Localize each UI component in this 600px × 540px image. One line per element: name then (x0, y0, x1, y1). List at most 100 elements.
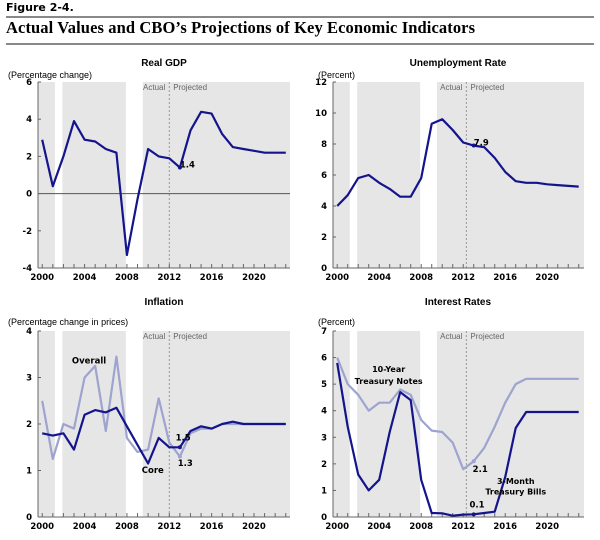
y-tick-label: -4 (23, 264, 33, 274)
y-tick-label: 7 (321, 327, 327, 337)
chart-title: Real GDP (141, 58, 187, 69)
annotation: 1.3 (178, 459, 193, 469)
data-point (471, 143, 476, 148)
x-tick-label: 2020 (535, 522, 559, 532)
x-tick-label: 2000 (325, 273, 349, 283)
x-tick-label: 2020 (535, 273, 559, 283)
annotation: 3-Month (497, 477, 535, 486)
chart-title: Inflation (145, 297, 184, 308)
chart-title: Interest Rates (425, 297, 492, 308)
x-tick-label: 2012 (157, 273, 181, 283)
annotation: 1.4 (180, 161, 195, 171)
recession-band (54, 82, 63, 268)
actual-label: Actual (143, 83, 165, 92)
y-tick-label: 4 (26, 115, 32, 125)
projected-label: Projected (173, 83, 207, 92)
y-tick-label: 6 (321, 171, 327, 181)
gdp-chart: Real GDP (Percentage change) Actual Project… (8, 58, 290, 283)
projected-label: Projected (470, 332, 504, 341)
y-tick-label: 10 (315, 109, 327, 119)
annotation: 10-Year (372, 365, 405, 374)
y-tick-label: 2 (321, 460, 327, 470)
x-tick-label: 2004 (73, 522, 97, 532)
recession-band (420, 331, 437, 517)
inflation-chart: Inflation (Percentage change in prices) Ac… (8, 297, 290, 532)
y-tick-label: 5 (321, 380, 327, 390)
x-tick-label: 2008 (409, 522, 433, 532)
x-tick-label: 2016 (200, 273, 224, 283)
y-tick-label: 0 (321, 264, 327, 274)
data-point (177, 165, 182, 170)
title-rule (6, 43, 594, 45)
actual-label: Actual (440, 332, 462, 341)
annotation: Core (142, 466, 164, 476)
figure-label: Figure 2-4. (6, 1, 74, 14)
x-tick-label: 2020 (242, 273, 266, 283)
x-tick-label: 2004 (367, 273, 391, 283)
x-tick-label: 2000 (30, 522, 54, 532)
x-tick-label: 2000 (30, 273, 54, 283)
y-tick-label: -2 (23, 227, 33, 237)
y-tick-label: 6 (321, 354, 327, 364)
y-tick-label: 2 (321, 233, 327, 243)
data-point (471, 459, 476, 464)
series-line-core (41, 406, 286, 465)
series-line-10-year-treasury-notes (336, 357, 579, 471)
y-tick-label: 0 (26, 190, 32, 200)
annotation: Treasury Bills (485, 487, 546, 496)
x-tick-label: 2008 (115, 273, 139, 283)
x-tick-label: 2016 (200, 522, 224, 532)
x-tick-label: 2008 (409, 273, 433, 283)
x-tick-label: 2000 (325, 522, 349, 532)
y-tick-label: 4 (26, 327, 32, 337)
y-tick-label: 4 (321, 202, 327, 212)
series-line-3-month-treasury-bills (336, 362, 579, 517)
actual-label: Actual (143, 332, 165, 341)
x-tick-label: 2004 (73, 273, 97, 283)
y-tick-label: 1 (321, 486, 327, 496)
projected-label: Projected (470, 83, 504, 92)
y-axis-label: (Percentage change in prices) (8, 317, 128, 327)
recession-band (54, 331, 63, 517)
plot-background (333, 331, 584, 517)
y-axis-label: (Percent) (318, 317, 355, 327)
y-tick-label: 3 (321, 433, 327, 443)
recession-band (349, 331, 358, 517)
x-tick-label: 2020 (242, 522, 266, 532)
projected-label: Projected (173, 332, 207, 341)
annotation: Overall (72, 357, 106, 367)
annotation: Treasury Notes (355, 377, 423, 386)
data-point (177, 454, 182, 459)
y-tick-label: 4 (321, 407, 327, 417)
plot-background (333, 82, 584, 268)
top-rule (6, 16, 594, 18)
recession-band (125, 331, 143, 517)
data-point (177, 445, 182, 450)
y-tick-label: 1 (26, 467, 32, 477)
series-line-unemployment-rate (336, 118, 579, 207)
y-tick-label: 6 (26, 78, 32, 88)
y-tick-label: 0 (321, 513, 327, 523)
annotation: 2.1 (473, 465, 488, 475)
x-tick-label: 2012 (451, 273, 475, 283)
y-tick-label: 3 (26, 374, 32, 384)
y-axis-label: (Percentage change) (8, 70, 92, 80)
recession-band (125, 82, 143, 268)
x-tick-label: 2012 (157, 522, 181, 532)
y-tick-label: 12 (315, 78, 327, 88)
x-tick-label: 2016 (493, 273, 517, 283)
interest-chart: Interest Rates (Percent) Actual Projected 0 1… (318, 297, 584, 532)
x-tick-label: 2012 (451, 522, 475, 532)
x-tick-label: 2004 (367, 522, 391, 532)
y-tick-label: 2 (26, 152, 32, 162)
y-tick-label: 2 (26, 420, 32, 430)
x-tick-label: 2008 (115, 522, 139, 532)
plot-background (38, 82, 290, 268)
y-axis-label: (Percent) (318, 70, 355, 80)
annotation: 7.9 (474, 139, 489, 149)
chart-title: Unemployment Rate (410, 58, 507, 69)
annotation: 1.5 (176, 433, 191, 443)
x-tick-label: 2016 (493, 522, 517, 532)
actual-label: Actual (440, 83, 462, 92)
